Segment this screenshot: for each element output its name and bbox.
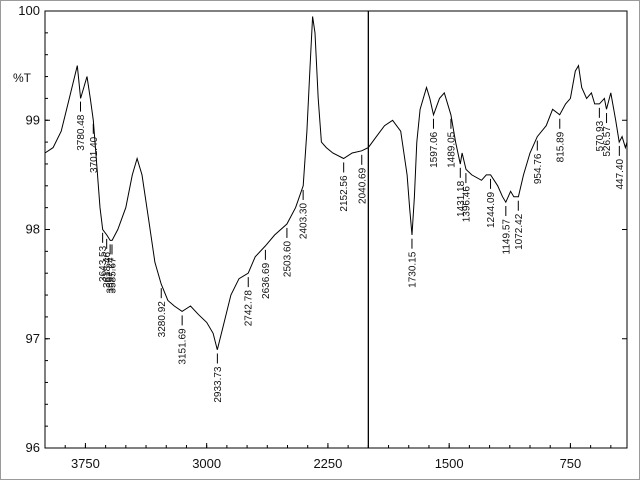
y-tick-label: 96 <box>26 440 40 455</box>
peak-label: 2040.69 <box>357 167 368 204</box>
peak-label: 3280.92 <box>157 301 168 338</box>
peak-label: 3618.46 <box>102 251 113 288</box>
peak-label: 1730.15 <box>407 251 418 288</box>
peak-label: 2742.78 <box>244 290 255 327</box>
peak-label: 3585.67 <box>107 257 118 294</box>
x-tick-label: 750 <box>560 456 582 471</box>
peak-label: 1489.05 <box>446 131 457 168</box>
peak-label: 3597.24 <box>106 257 117 294</box>
peak-label: 447.40 <box>615 158 626 189</box>
peak-label: 2636.69 <box>261 262 272 299</box>
y-tick-label: 97 <box>26 331 40 346</box>
peak-label: 1431.18 <box>456 180 467 217</box>
x-tick-label: 3000 <box>192 456 221 471</box>
y-axis-label: %T <box>13 71 32 85</box>
y-tick-label: 99 <box>26 112 40 127</box>
peak-label: 1072.42 <box>514 213 525 250</box>
x-tick-label: 1500 <box>435 456 464 471</box>
peak-label: 1396.46 <box>461 186 472 223</box>
peak-label: 2933.73 <box>213 366 224 403</box>
y-axis: 96 97 98 99 100 <box>18 3 627 455</box>
x-tick-label: 2250 <box>313 456 342 471</box>
peak-label: 2152.56 <box>339 175 350 212</box>
peak-label: 3643.53 <box>98 245 109 282</box>
plot-area-frame <box>44 10 628 449</box>
peak-label: 2503.60 <box>282 240 293 277</box>
series-line <box>44 16 628 350</box>
peak-label: 570.93 <box>595 120 606 151</box>
peak-label: 526.57 <box>602 126 613 157</box>
peak-label: 3780.48 <box>76 114 87 151</box>
peak-label: 1149.57 <box>501 219 512 255</box>
x-tick-label: 3750 <box>71 456 100 471</box>
peak-label: 3701.40 <box>89 136 100 173</box>
y-tick-label: 100 <box>18 3 40 18</box>
peak-label: 2403.30 <box>299 203 310 240</box>
peak-label: 815.89 <box>555 131 566 162</box>
peak-label: 954.76 <box>533 153 544 184</box>
y-tick-label: 98 <box>26 222 40 237</box>
peak-label: 1244.09 <box>486 191 497 228</box>
x-axis: 3750 3000 2250 1500 750 <box>64 443 612 471</box>
peak-label: 3151.69 <box>178 328 189 365</box>
peak-label: 1597.06 <box>429 131 440 168</box>
